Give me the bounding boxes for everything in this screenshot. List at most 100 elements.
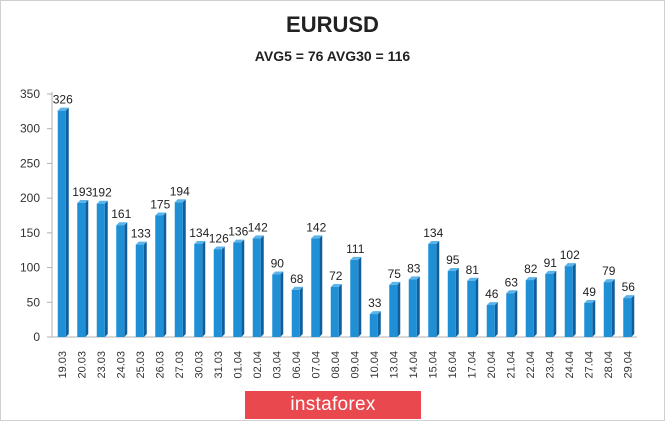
bar-top [155, 212, 167, 216]
x-tick-label: 14.04 [408, 351, 420, 379]
bar [252, 238, 261, 337]
x-tick-label: 03.04 [271, 351, 283, 379]
bar-top [77, 200, 89, 204]
data-label: 133 [131, 227, 151, 241]
bar [77, 203, 86, 337]
bar [155, 215, 164, 337]
chart-subtitle: AVG5 = 76 AVG30 = 116 [254, 48, 411, 64]
x-tick-label: 25.03 [135, 351, 147, 379]
bar-top [467, 277, 479, 281]
x-tick-label: 24.03 [115, 351, 127, 379]
bar-side [553, 270, 557, 337]
x-tick-label: 30.03 [193, 351, 205, 379]
bar [311, 238, 320, 337]
bar-top [486, 302, 498, 306]
bar [584, 302, 593, 337]
data-label: 192 [92, 186, 112, 200]
data-label: 63 [505, 275, 519, 289]
bar [486, 305, 495, 337]
bar-top [174, 199, 186, 203]
bar-top [272, 271, 284, 275]
bar-side [182, 199, 186, 337]
x-tick-label: 01.04 [232, 351, 244, 379]
bar-side [143, 241, 147, 337]
bar [623, 298, 632, 337]
bar [525, 280, 534, 337]
bar [233, 242, 242, 337]
bar-side [358, 256, 362, 337]
x-tick-label: 20.04 [486, 351, 498, 379]
bar-side [104, 200, 108, 337]
data-label: 72 [329, 269, 343, 283]
data-label: 126 [209, 232, 229, 246]
x-tick-label: 29.04 [622, 351, 634, 379]
bar-side [436, 240, 440, 337]
data-label: 79 [602, 264, 616, 278]
bar [408, 279, 417, 337]
data-label: 161 [111, 207, 131, 221]
bar [291, 289, 300, 337]
x-tick-label: 27.04 [583, 351, 595, 379]
x-tick-label: 28.04 [603, 351, 615, 379]
data-label: 134 [423, 226, 443, 240]
bar-top [291, 286, 303, 290]
data-label: 326 [53, 93, 73, 107]
data-label: 83 [407, 261, 421, 275]
x-tick-label: 09.04 [349, 351, 361, 379]
bar-top [584, 299, 596, 303]
data-label: 142 [248, 220, 268, 234]
data-label: 68 [290, 272, 304, 286]
data-label: 91 [544, 256, 558, 270]
bar [272, 274, 281, 337]
bar-side [163, 212, 167, 337]
bar-side [124, 222, 128, 337]
x-tick-label: 24.04 [564, 351, 576, 379]
bar-top [447, 268, 459, 272]
bar [389, 284, 398, 337]
bar-top [135, 241, 147, 245]
y-tick-label: 250 [20, 156, 40, 170]
bar-side [299, 286, 303, 337]
x-tick-label: 26.03 [154, 351, 166, 379]
bar-side [241, 239, 245, 337]
bar [447, 271, 456, 337]
data-label: 56 [622, 280, 636, 294]
data-label: 82 [524, 262, 538, 276]
bar-top [252, 235, 264, 239]
y-tick-label: 350 [20, 87, 40, 101]
data-label: 142 [306, 220, 326, 234]
bar [194, 243, 203, 337]
data-label: 193 [72, 185, 92, 199]
data-label: 134 [189, 226, 209, 240]
data-label: 136 [228, 225, 248, 239]
y-tick-label: 50 [27, 295, 41, 309]
x-tick-label: 17.04 [466, 351, 478, 379]
data-label: 95 [446, 253, 460, 267]
bar-side [65, 107, 69, 337]
data-label: 194 [170, 184, 190, 198]
bar-top [623, 295, 635, 299]
x-tick-label: 21.04 [505, 351, 517, 379]
data-label: 90 [271, 257, 285, 271]
bar-side [514, 290, 518, 337]
x-tick-label: 22.04 [525, 351, 537, 379]
x-tick-label: 02.04 [252, 351, 264, 379]
data-label: 46 [485, 287, 499, 301]
bar-side [338, 284, 342, 337]
bar [428, 243, 437, 337]
bar-top [564, 263, 576, 267]
bar-side [494, 302, 498, 337]
bar-side [221, 246, 225, 337]
bar-side [202, 240, 206, 337]
x-tick-label: 20.03 [76, 351, 88, 379]
bar-side [533, 277, 537, 337]
x-tick-label: 31.03 [213, 351, 225, 379]
x-tick-label: 19.03 [57, 351, 69, 379]
bar-top [57, 107, 69, 111]
bar-top [389, 281, 401, 285]
bar [564, 266, 573, 337]
bar-side [475, 277, 479, 337]
data-label: 81 [466, 263, 480, 277]
bar-side [280, 271, 284, 337]
